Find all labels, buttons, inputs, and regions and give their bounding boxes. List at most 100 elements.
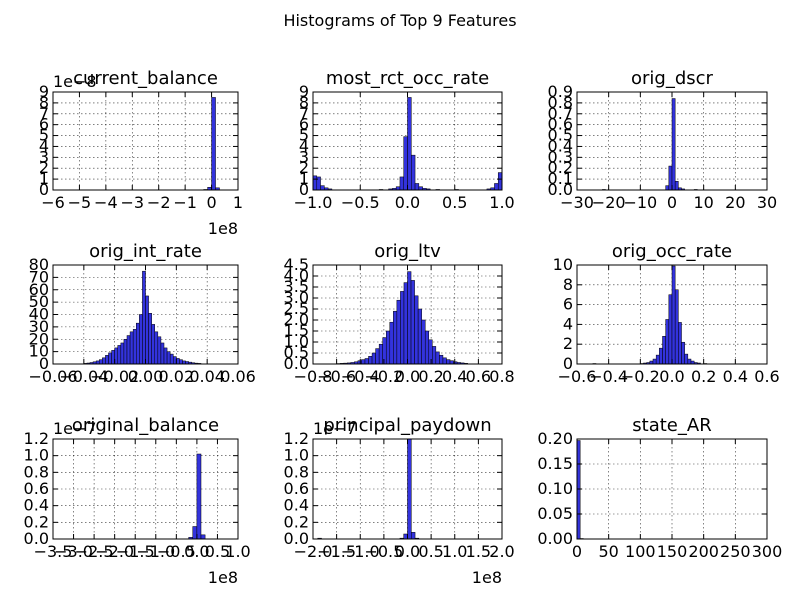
y-tick-label: 2 (299, 158, 309, 177)
y-tick-label: 5 (39, 126, 49, 145)
histogram-bar (655, 354, 660, 365)
y-tick-label: 0.2 (548, 158, 573, 177)
histogram-bar (320, 185, 325, 191)
y-tick-label: 0.9 (548, 82, 573, 101)
y-tick-label: 0 (299, 180, 309, 199)
y-tick-label: 10 (553, 255, 573, 274)
y-tick-label: 0.3 (548, 147, 573, 166)
histogram-bar (439, 354, 444, 365)
histogram-bar (407, 97, 412, 191)
histogram-bar (665, 185, 670, 191)
histogram-bar (364, 358, 369, 365)
panel-title: orig_ltv (374, 241, 441, 262)
y-tick-label: 1.0 (284, 446, 309, 465)
x-tick-label: −1.5 (317, 542, 356, 561)
x-tick-label: 0.0 (395, 542, 420, 561)
y-tick-label: 6 (563, 295, 573, 314)
histogram-bar (442, 357, 447, 365)
panel-title: most_rct_occ_rate (326, 68, 489, 89)
x-tick-label: 2.0 (489, 542, 514, 561)
histogram-bar (407, 271, 412, 365)
y-tick-label: 0.6 (24, 479, 49, 498)
x-tick-label: −10 (623, 193, 657, 212)
histogram-bar (665, 319, 670, 365)
x-tick-label: −4 (94, 193, 118, 212)
y-tick-label: 0.5 (284, 343, 309, 362)
histogram-bar (139, 314, 143, 365)
y-tick-label: 0.0 (548, 180, 573, 199)
y-tick-label: 0.15 (537, 454, 573, 473)
x-tick-label: 0.6 (466, 367, 491, 386)
panel-title: orig_dscr (631, 68, 714, 89)
x-tick-label: −2.0 (95, 542, 134, 561)
histogram-bar (421, 319, 426, 365)
histogram-bar (411, 154, 416, 191)
subplot-orig-ltv: orig_ltv−0.8−0.6−0.4−0.20.00.20.40.60.80… (284, 241, 515, 386)
histogram-bar (148, 313, 152, 365)
histogram-bar (166, 351, 171, 365)
histogram-bar (196, 453, 202, 540)
histogram-bar (446, 359, 451, 365)
y-tick-label: 7 (299, 104, 309, 123)
panel-title: state_AR (632, 415, 711, 436)
y-tick-label: 80 (29, 255, 49, 274)
histogram-bar (126, 335, 131, 365)
x-tick-label: −0.5 (364, 542, 403, 561)
y-tick-label: 3 (299, 147, 309, 166)
y-tick-label: 0.4 (24, 496, 49, 515)
histogram-bar (102, 357, 106, 365)
x-tick-label: 1.0 (225, 542, 250, 561)
histogram-bar (687, 358, 692, 365)
subplot-current-balance: −6 −5 −4 −3 −2 −1 0 101234567891e81e−8current_b… (39, 68, 243, 238)
x-tick-label: −0.6 (317, 367, 356, 386)
x-offset-label: 1e8 (208, 219, 238, 238)
histogram-bar (120, 342, 125, 365)
y-tick-label: 7 (39, 104, 49, 123)
y-tick-label: 2 (39, 158, 49, 177)
y-tick-label: 30 (29, 317, 49, 336)
x-tick-label: −2 (147, 193, 171, 212)
y-tick-label: 70 (29, 267, 49, 286)
y-tick-label: 0.0 (24, 529, 49, 548)
histogram-bar (361, 359, 366, 365)
y-tick-label: 3 (39, 147, 49, 166)
y-tick-label: 0.1 (548, 169, 573, 188)
histogram-bar (435, 351, 440, 365)
x-tick-label: 0.6 (754, 367, 779, 386)
histogram-bar (157, 336, 162, 365)
y-tick-label: 0.0 (284, 529, 309, 548)
y-offset-label: 1e−8 (53, 72, 97, 91)
x-tick-label: 0.04 (189, 367, 225, 386)
y-tick-label: 9 (299, 82, 309, 101)
x-tick-label: −1.0 (341, 542, 380, 561)
axes-frame (52, 91, 239, 191)
x-tick-label: −0.02 (90, 367, 139, 386)
histogram-bar (160, 342, 165, 365)
histogram-bar (681, 341, 685, 365)
y-tick-label: 6 (299, 115, 309, 134)
y-tick-label: 9 (39, 82, 49, 101)
y-tick-label: 4.5 (284, 255, 309, 274)
histogram-bar (428, 339, 433, 365)
y-tick-label: 0.00 (537, 529, 573, 548)
panel-title: original_balance (72, 415, 219, 436)
x-tick-label: −0.5 (157, 542, 196, 561)
histogram-bar (671, 265, 676, 365)
y-tick-label: 8 (299, 93, 309, 112)
x-tick-label: 0.0 (659, 367, 684, 386)
x-tick-label: −1.0 (136, 542, 175, 561)
histogram-bar (671, 98, 676, 191)
x-tick-label: 20 (725, 193, 745, 212)
x-tick-label: 10 (693, 193, 713, 212)
y-tick-label: 0.7 (548, 104, 573, 123)
y-tick-label: 1.0 (284, 332, 309, 351)
histogram-bar (132, 329, 137, 365)
x-tick-label: 0 (206, 193, 216, 212)
x-tick-label: 0.5 (205, 542, 230, 561)
y-tick-label: 0.4 (548, 136, 573, 155)
histogram-bar (382, 337, 387, 365)
x-tick-label: 0.0 (184, 542, 209, 561)
histogram-bar (136, 322, 140, 365)
histogram-bar (312, 175, 318, 191)
y-offset-label: 1e−7 (53, 419, 97, 438)
